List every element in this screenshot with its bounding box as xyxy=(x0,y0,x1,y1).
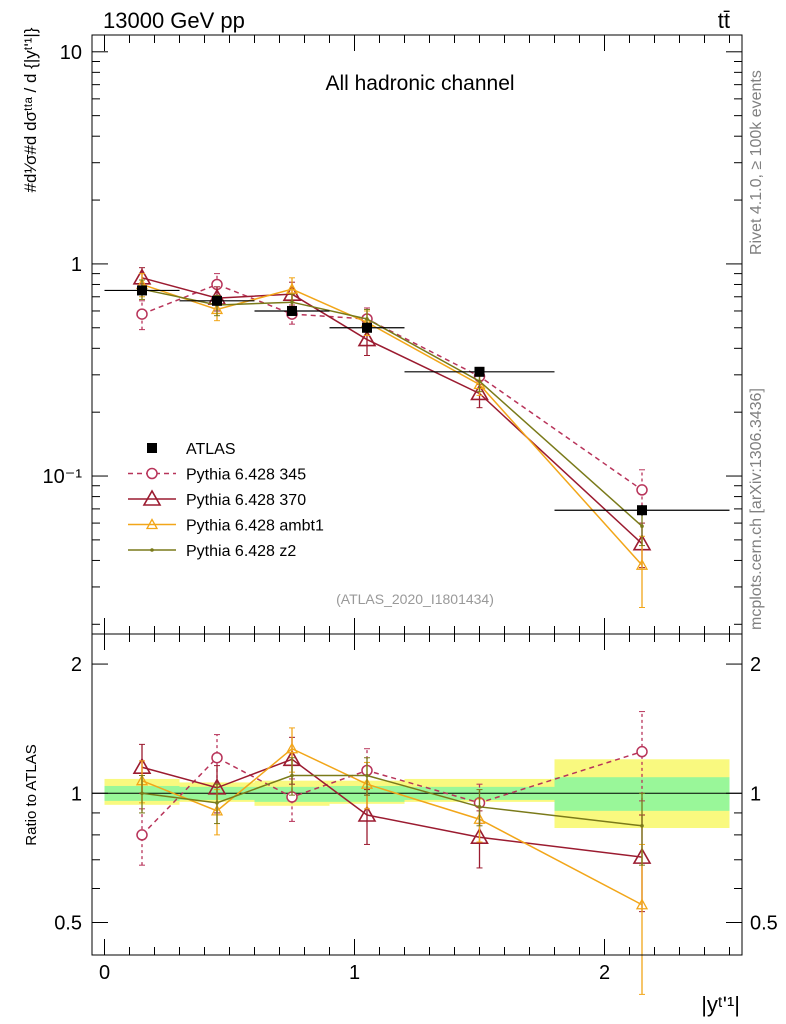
ratio-point-p345 xyxy=(136,829,148,841)
main-point-atlas xyxy=(137,285,147,296)
ratio-point-p370 xyxy=(470,827,489,845)
chart-title: All hadronic channel xyxy=(325,72,514,95)
main-point-atlas xyxy=(212,295,222,306)
legend-label-z2: Pythia 6.428 z2 xyxy=(186,543,296,560)
ratio-y-axis-label: Ratio to ATLAS xyxy=(23,744,40,845)
ratio-series-line-ambt1 xyxy=(141,747,643,906)
ratio-ytick-label-left: 1 xyxy=(71,783,82,805)
legend-marker-atlas xyxy=(147,443,157,453)
main-series-line-ambt1 xyxy=(141,283,643,566)
main-point-p345 xyxy=(636,484,648,496)
ratio-ytick-label-right: 1 xyxy=(750,783,761,805)
ratio-point-z2 xyxy=(290,773,294,778)
legend-marker-z2 xyxy=(150,548,154,552)
ratio-point-z2 xyxy=(477,805,482,809)
x-tick-label: 2 xyxy=(599,962,610,984)
legend-label-atlas: ATLAS xyxy=(186,441,236,458)
ratio-panel-axes: 0.5 0.5 1 1 2 2 0 1 2 xyxy=(54,633,778,984)
header-right: tt̄ xyxy=(718,8,730,33)
ratio-point-p370 xyxy=(357,805,377,822)
ratio-panel-marks xyxy=(132,711,652,995)
ratio-point-z2 xyxy=(215,801,219,805)
main-series-line-p370 xyxy=(141,277,643,545)
legend-label-p345: Pythia 6.428 345 xyxy=(186,467,306,484)
ratio-point-z2 xyxy=(640,823,644,828)
main-point-z2 xyxy=(477,379,482,383)
main-series-line-z2 xyxy=(141,288,643,527)
ratio-series-line-p370 xyxy=(141,758,643,858)
rivet-note: Rivet 4.1.0, ≥ 100k events xyxy=(748,70,765,255)
main-point-atlas xyxy=(474,366,485,377)
main-point-p345 xyxy=(136,308,148,320)
ratio-point-z2 xyxy=(365,773,369,778)
main-panel-axes: 10 1 10⁻¹ xyxy=(43,34,743,635)
main-point-atlas xyxy=(362,322,372,333)
ratio-ytick-label-left: 2 xyxy=(71,654,82,676)
ratio-ytick-label-left: 0.5 xyxy=(54,912,82,934)
main-ytick-label: 10 xyxy=(60,42,82,64)
main-y-axis-label: #d¹⁄σ#d dσᵗᵗᵃ / d {|yᵗʹ¹|} xyxy=(21,27,40,192)
x-tick-label: 0 xyxy=(99,962,110,984)
ratio-ytick-label-right: 0.5 xyxy=(750,912,778,934)
main-point-ambt1 xyxy=(285,282,299,294)
ratio-point-z2 xyxy=(140,791,144,796)
main-point-z2 xyxy=(290,300,294,304)
main-point-z2 xyxy=(365,317,369,321)
mcplots-note: mcplots.cern.ch [arXiv:1306.3436] xyxy=(748,388,765,630)
main-point-atlas xyxy=(287,305,297,316)
legend-marker-p345 xyxy=(146,467,158,480)
ratio-point-p345 xyxy=(636,745,648,758)
ratio-point-p345 xyxy=(211,751,223,764)
legend-marker-ambt1 xyxy=(145,518,159,530)
x-tick-label: 1 xyxy=(349,962,360,984)
ratio-series-line-p345 xyxy=(141,750,643,836)
analysis-label: (ATLAS_2020_I1801434) xyxy=(336,591,494,607)
legend: ATLAS Pythia 6.428 345 Pythia 6.428 370 Pyt… xyxy=(128,441,324,560)
main-ytick-label: 1 xyxy=(71,254,82,276)
legend-label-ambt1: Pythia 6.428 ambt1 xyxy=(186,518,324,535)
legend-label-p370: Pythia 6.428 370 xyxy=(186,492,306,509)
ratio-series-line-z2 xyxy=(141,774,643,827)
ratio-point-ambt1 xyxy=(635,898,649,910)
main-point-p370 xyxy=(470,383,489,401)
main-point-p370 xyxy=(357,329,377,347)
main-panel-marks xyxy=(104,267,730,608)
ratio-point-ambt1 xyxy=(285,742,299,754)
ratio-ytick-label-right: 2 xyxy=(750,654,761,676)
legend-marker-p370 xyxy=(142,489,162,506)
ratio-frame xyxy=(91,633,743,956)
header-left: 13000 GeV pp xyxy=(103,8,245,33)
main-ytick-label: 10⁻¹ xyxy=(43,466,83,488)
x-axis-label: |yᵗʹ¹| xyxy=(701,992,740,1017)
main-point-ambt1 xyxy=(635,558,649,570)
main-point-z2 xyxy=(640,524,644,529)
main-point-atlas xyxy=(637,505,647,516)
